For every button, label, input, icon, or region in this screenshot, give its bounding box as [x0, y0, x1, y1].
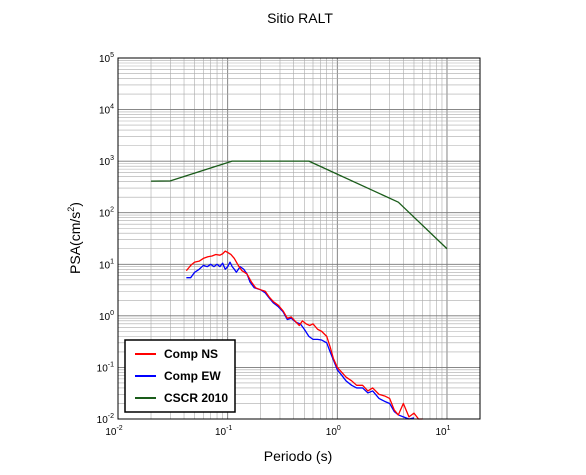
y-axis-label: PSA(cm/s2) — [66, 202, 83, 274]
legend-label-comp-ns: Comp NS — [164, 347, 218, 361]
legend-label-cscr-2010: CSCR 2010 — [164, 391, 228, 405]
x-tick-label: 10-1 — [215, 425, 232, 438]
y-tick-label: 100 — [99, 310, 114, 323]
x-axis-label: Periodo (s) — [264, 448, 332, 464]
series-layer — [151, 160, 448, 420]
x-tick-label: 10-2 — [105, 425, 122, 438]
chart-title: Sitio RALT — [267, 10, 333, 26]
axis-ticks: 10-2 10-1 100 101 10-2 10-1 100 101 102 103 104 105 — [97, 52, 451, 438]
y-tick-label: 105 — [99, 52, 114, 65]
plot-frame — [117, 57, 481, 420]
x-tick-label: 100 — [326, 425, 341, 438]
legend: Comp NS Comp EW CSCR 2010 — [124, 339, 236, 413]
series-line-cscr-2010 — [151, 160, 448, 250]
y-tick-label: 101 — [99, 258, 114, 271]
y-axis-label-main: PSA(cm/s — [67, 212, 83, 274]
y-tick-label: 104 — [99, 104, 114, 117]
y-axis-label-sup: 2 — [66, 207, 76, 212]
y-tick-label: 103 — [99, 155, 114, 168]
y-axis-label-end: ) — [67, 202, 83, 207]
x-tick-label: 101 — [435, 425, 450, 438]
y-tick-label: 10-1 — [97, 361, 114, 374]
series-line-comp-ns — [185, 250, 423, 420]
y-tick-label: 102 — [99, 207, 114, 220]
legend-label-comp-ew: Comp EW — [164, 369, 221, 383]
y-tick-label: 10-2 — [97, 413, 114, 426]
